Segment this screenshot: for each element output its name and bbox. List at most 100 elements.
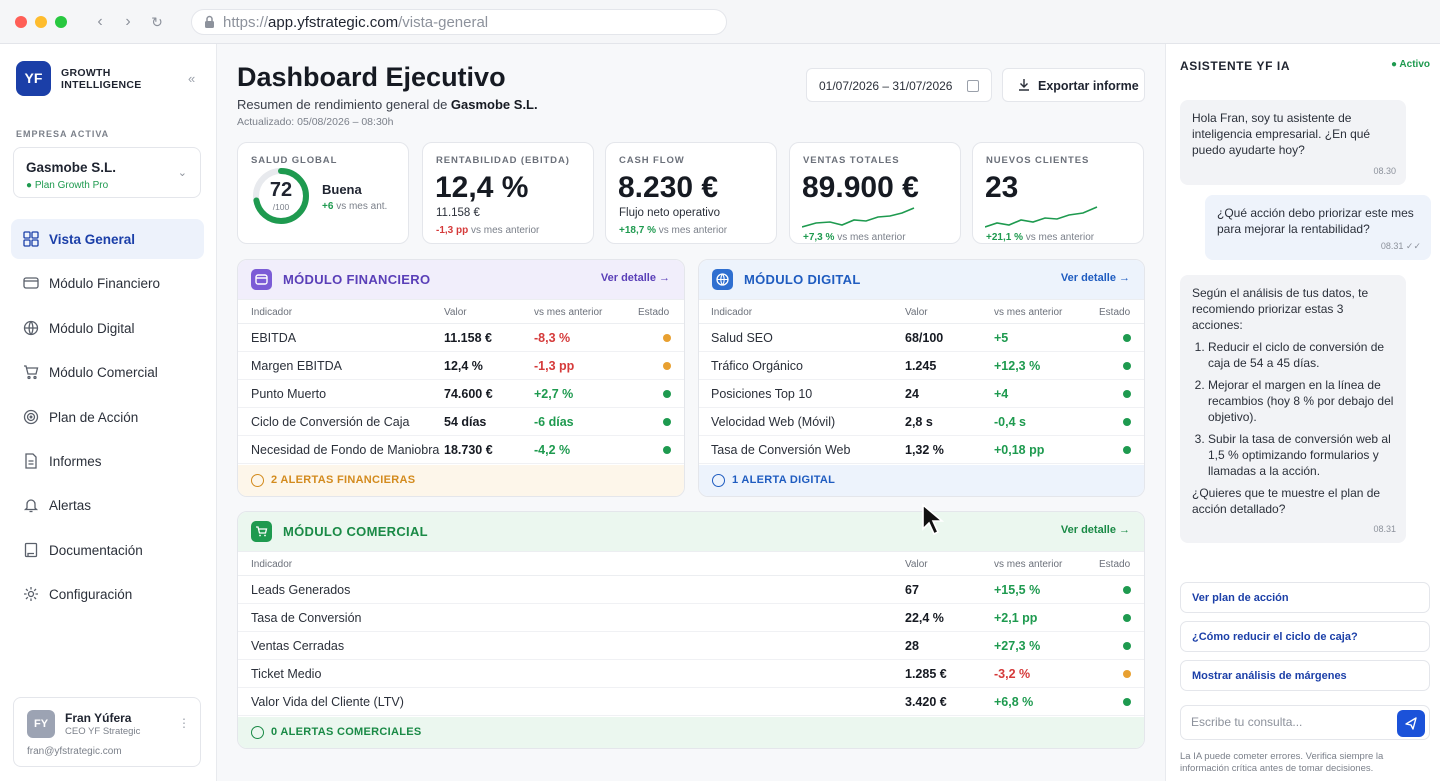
alert-circle-icon <box>712 474 725 487</box>
collapse-sidebar-icon[interactable]: « <box>188 71 196 86</box>
maximize-window-button[interactable] <box>55 16 67 28</box>
indicator-name: Salud SEO <box>711 331 773 345</box>
column-header: vs mes anterior <box>534 307 603 318</box>
company-plan: ● Plan Growth Pro <box>26 180 109 191</box>
table-row[interactable]: Ventas Cerradas 28 +27,3 % <box>238 632 1144 660</box>
suggestion-chip[interactable]: Mostrar análisis de márgenes <box>1180 660 1430 691</box>
kpi-value: 8.230 € <box>618 171 719 204</box>
table-row[interactable]: Necesidad de Fondo de Maniobra 18.730 € -4… <box>238 436 684 464</box>
table-row[interactable]: Velocidad Web (Móvil) 2,8 s -0,4 s <box>699 408 1144 436</box>
table-row[interactable]: EBITDA 11.158 € -8,3 % <box>238 324 684 352</box>
status-dot <box>1123 334 1131 342</box>
table-row[interactable]: Margen EBITDA 12,4 % -1,3 pp <box>238 352 684 380</box>
recommendation-item: Subir la tasa de conversión web al 1,5 %… <box>1208 431 1394 479</box>
sidebar-item-documentacion[interactable]: Documentación <box>11 530 204 570</box>
send-button[interactable] <box>1397 710 1425 737</box>
date-range-picker[interactable]: 01/07/2026 – 31/07/2026 <box>806 68 992 102</box>
company-selector[interactable]: Gasmobe S.L. ● Plan Growth Pro ⌄ <box>13 147 201 198</box>
column-header: Indicador <box>711 307 753 318</box>
suggestion-chip[interactable]: ¿Cómo reducir el ciclo de caja? <box>1180 621 1430 652</box>
forward-arrow-icon[interactable]: › <box>125 13 131 30</box>
minimize-window-button[interactable] <box>35 16 47 28</box>
column-header: Indicador <box>251 559 293 570</box>
status-dot <box>663 390 671 398</box>
indicator-name: Posiciones Top 10 <box>711 387 813 401</box>
export-report-label: Exportar informe <box>1038 79 1139 93</box>
sidebar-item-informes[interactable]: Informes <box>11 441 204 481</box>
table-row[interactable]: Salud SEO 68/100 +5 <box>699 324 1144 352</box>
gear-icon <box>24 587 38 602</box>
more-options-icon[interactable]: ⋮ <box>178 716 190 730</box>
indicator-name: Tasa de Conversión Web <box>711 443 851 457</box>
sidebar-item-vista-general[interactable]: Vista General <box>11 219 204 259</box>
table-row[interactable]: Ticket Medio 1.285 € -3,2 % <box>238 660 1144 688</box>
back-arrow-icon[interactable]: ‹ <box>97 13 103 30</box>
sidebar: YF GROWTH INTELLIGENCE « EMPRESA ACTIVA G… <box>0 44 217 781</box>
module-alert-bar[interactable]: 1 ALERTA DIGITAL <box>699 465 1144 496</box>
document-icon <box>25 453 37 469</box>
status-dot <box>663 418 671 426</box>
status-dot <box>663 446 671 454</box>
column-header: Estado <box>1099 307 1131 318</box>
module-header: MÓDULO FINANCIERO Ver detalle → <box>238 260 684 299</box>
kpi-health-card[interactable]: SALUD GLOBAL 72 /100 Buena +6 vs mes ant… <box>237 142 409 244</box>
assistant-title: ASISTENTE YF IA <box>1180 59 1291 73</box>
chat-input[interactable] <box>1191 715 1391 729</box>
kpi-sales-card[interactable]: VENTAS TOTALES 89.900 € +7,3 % vs mes an… <box>789 142 961 244</box>
indicator-delta: -4,2 % <box>534 443 571 457</box>
table-row[interactable]: Tasa de Conversión Web 1,32 % +0,18 pp <box>699 436 1144 464</box>
sidebar-item-modulo-comercial[interactable]: Módulo Comercial <box>11 352 204 392</box>
indicator-name: Ventas Cerradas <box>251 639 345 653</box>
main-content: Dashboard Ejecutivo Resumen de rendimien… <box>217 44 1165 781</box>
indicator-value: 1.285 € <box>905 667 947 681</box>
view-detail-link[interactable]: Ver detalle → <box>1060 272 1130 284</box>
export-report-button[interactable]: Exportar informe <box>1002 68 1145 102</box>
indicator-name: Ciclo de Conversión de Caja <box>251 415 410 429</box>
sidebar-item-alertas[interactable]: Alertas <box>11 485 204 525</box>
health-delta: +6 vs mes ant. <box>322 201 388 212</box>
send-icon <box>1405 717 1417 730</box>
indicator-value: 2,8 s <box>905 415 933 429</box>
table-row[interactable]: Tráfico Orgánico 1.245 +12,3 % <box>699 352 1144 380</box>
table-row[interactable]: Posiciones Top 10 24 +4 <box>699 380 1144 408</box>
health-denominator: /100 <box>272 202 290 212</box>
user-card[interactable]: FY Fran Yúfera CEO YF Strategic fran@yfs… <box>13 697 201 767</box>
indicator-value: 1,32 % <box>905 443 944 457</box>
reload-icon[interactable]: ↻ <box>151 14 163 30</box>
kpi-delta: +18,7 % vs mes anterior <box>619 225 728 236</box>
module-title: MÓDULO FINANCIERO <box>283 272 431 287</box>
indicator-name: Valor Vida del Cliente (LTV) <box>251 695 404 709</box>
close-window-button[interactable] <box>15 16 27 28</box>
table-row[interactable]: Punto Muerto 74.600 € +2,7 % <box>238 380 684 408</box>
alert-text: 1 ALERTA DIGITAL <box>732 474 836 486</box>
view-detail-link[interactable]: Ver detalle → <box>1060 524 1130 536</box>
status-dot <box>1123 418 1131 426</box>
sidebar-item-plan-de-accion[interactable]: Plan de Acción <box>11 397 204 437</box>
view-detail-link[interactable]: Ver detalle → <box>600 272 670 284</box>
ai-assistant-panel: ASISTENTE YF IA ● Activo Hola Fran, soy … <box>1165 44 1440 781</box>
kpi-ebitda-card[interactable]: RENTABILIDAD (EBITDA) 12,4 % 11.158 € -1… <box>422 142 594 244</box>
indicator-delta: +0,18 pp <box>994 443 1045 457</box>
table-row[interactable]: Leads Generados 67 +15,5 % <box>238 576 1144 604</box>
module-title: MÓDULO COMERCIAL <box>283 524 428 539</box>
sidebar-item-configuracion[interactable]: Configuración <box>11 574 204 614</box>
module-alert-bar[interactable]: 2 ALERTAS FINANCIERAS <box>238 465 684 496</box>
sidebar-item-modulo-digital[interactable]: Módulo Digital <box>11 308 204 348</box>
module-alert-bar[interactable]: 0 ALERTAS COMERCIALES <box>238 717 1144 748</box>
indicator-value: 74.600 € <box>444 387 493 401</box>
table-row[interactable]: Valor Vida del Cliente (LTV) 3.420 € +6,8 … <box>238 688 1144 716</box>
table-row[interactable]: Ciclo de Conversión de Caja 54 días -6 día… <box>238 408 684 436</box>
address-bar[interactable]: https://app.yfstrategic.com/vista-genera… <box>191 9 727 35</box>
kpi-clients-card[interactable]: NUEVOS CLIENTES 23 +21,1 % vs mes anteri… <box>972 142 1144 244</box>
health-status: Buena <box>322 182 362 197</box>
suggestion-chip[interactable]: Ver plan de acción <box>1180 582 1430 613</box>
indicator-delta: +6,8 % <box>994 695 1034 709</box>
indicator-value: 3.420 € <box>905 695 947 709</box>
table-row[interactable]: Tasa de Conversión 22,4 % +2,1 pp <box>238 604 1144 632</box>
status-dot <box>1123 390 1131 398</box>
kpi-subvalue: Flujo neto operativo <box>619 207 721 219</box>
column-header: Indicador <box>251 307 293 318</box>
kpi-cashflow-card[interactable]: CASH FLOW 8.230 € Flujo neto operativo +… <box>605 142 777 244</box>
sidebar-item-modulo-financiero[interactable]: Módulo Financiero <box>11 263 204 303</box>
sidebar-item-label: Documentación <box>49 542 143 558</box>
